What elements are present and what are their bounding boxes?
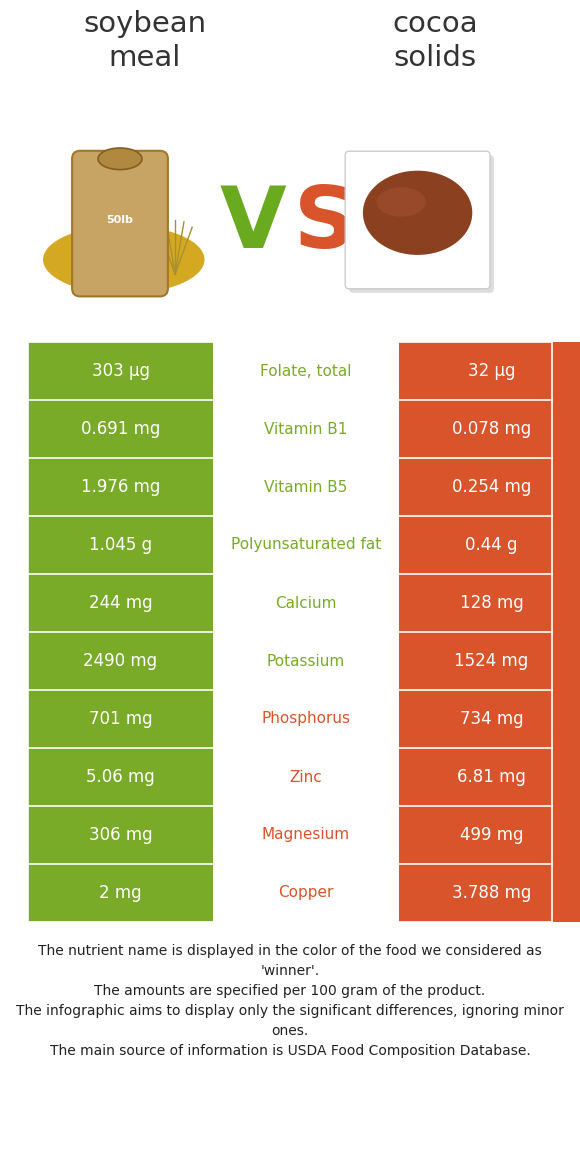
Bar <box>28 517 213 574</box>
Text: S: S <box>294 183 356 265</box>
Bar <box>28 400 213 458</box>
Text: 701 mg: 701 mg <box>89 710 153 728</box>
Bar <box>213 748 399 807</box>
Text: 499 mg: 499 mg <box>460 826 523 844</box>
Text: V: V <box>219 183 286 265</box>
Text: 50lb: 50lb <box>107 215 133 225</box>
Text: cocoa
solids: cocoa solids <box>392 11 478 72</box>
Ellipse shape <box>43 225 205 294</box>
Bar <box>399 517 580 574</box>
Bar <box>213 574 399 632</box>
Bar <box>399 400 580 458</box>
Text: 1.045 g: 1.045 g <box>89 537 152 554</box>
Bar <box>213 517 399 574</box>
Bar <box>28 458 213 517</box>
Text: Zinc: Zinc <box>289 769 322 784</box>
Bar <box>213 864 399 922</box>
Bar <box>28 748 213 807</box>
Bar <box>213 458 399 517</box>
Text: 734 mg: 734 mg <box>460 710 523 728</box>
Text: 2490 mg: 2490 mg <box>84 652 158 670</box>
FancyBboxPatch shape <box>349 155 494 292</box>
Text: Copper: Copper <box>278 885 333 900</box>
Bar <box>28 690 213 748</box>
Text: 32 μg: 32 μg <box>467 362 515 380</box>
Ellipse shape <box>363 170 472 255</box>
Text: 0.078 mg: 0.078 mg <box>452 420 531 438</box>
FancyBboxPatch shape <box>345 151 490 289</box>
Bar <box>213 400 399 458</box>
Bar <box>28 807 213 864</box>
Text: Potassium: Potassium <box>267 654 345 668</box>
Bar <box>399 807 580 864</box>
Text: The nutrient name is displayed in the color of the food we considered as
'winner: The nutrient name is displayed in the co… <box>16 944 564 1058</box>
Bar <box>28 864 213 922</box>
Ellipse shape <box>98 148 142 169</box>
Text: 303 μg: 303 μg <box>92 362 150 380</box>
Text: 0.691 mg: 0.691 mg <box>81 420 160 438</box>
Bar <box>28 632 213 690</box>
Bar <box>399 574 580 632</box>
Bar <box>399 864 580 922</box>
Bar <box>399 748 580 807</box>
Bar <box>28 574 213 632</box>
FancyBboxPatch shape <box>72 150 168 296</box>
Text: 244 mg: 244 mg <box>89 594 153 612</box>
Text: Folate, total: Folate, total <box>260 364 351 378</box>
Bar <box>399 458 580 517</box>
Bar <box>399 342 580 400</box>
Text: 6.81 mg: 6.81 mg <box>457 768 526 787</box>
Text: 1.976 mg: 1.976 mg <box>81 478 160 495</box>
Bar <box>213 807 399 864</box>
Text: 2 mg: 2 mg <box>99 884 142 902</box>
Text: 0.44 g: 0.44 g <box>465 537 518 554</box>
Text: Vitamin B5: Vitamin B5 <box>264 479 347 494</box>
Text: Magnesium: Magnesium <box>262 828 350 843</box>
Text: 3.788 mg: 3.788 mg <box>452 884 531 902</box>
Text: Phosphorus: Phosphorus <box>262 711 350 727</box>
Bar <box>399 690 580 748</box>
Text: 1524 mg: 1524 mg <box>454 652 528 670</box>
Bar <box>213 342 399 400</box>
Ellipse shape <box>376 188 426 217</box>
Text: 5.06 mg: 5.06 mg <box>86 768 155 787</box>
Text: 128 mg: 128 mg <box>459 594 523 612</box>
Text: 0.254 mg: 0.254 mg <box>452 478 531 495</box>
Text: soybean
meal: soybean meal <box>84 11 206 72</box>
Text: 306 mg: 306 mg <box>89 826 153 844</box>
Bar <box>28 342 213 400</box>
Text: Calcium: Calcium <box>276 595 337 610</box>
Text: Polyunsaturated fat: Polyunsaturated fat <box>231 538 381 553</box>
Bar <box>213 690 399 748</box>
Text: Vitamin B1: Vitamin B1 <box>264 421 347 437</box>
Bar <box>399 632 580 690</box>
Bar <box>213 632 399 690</box>
